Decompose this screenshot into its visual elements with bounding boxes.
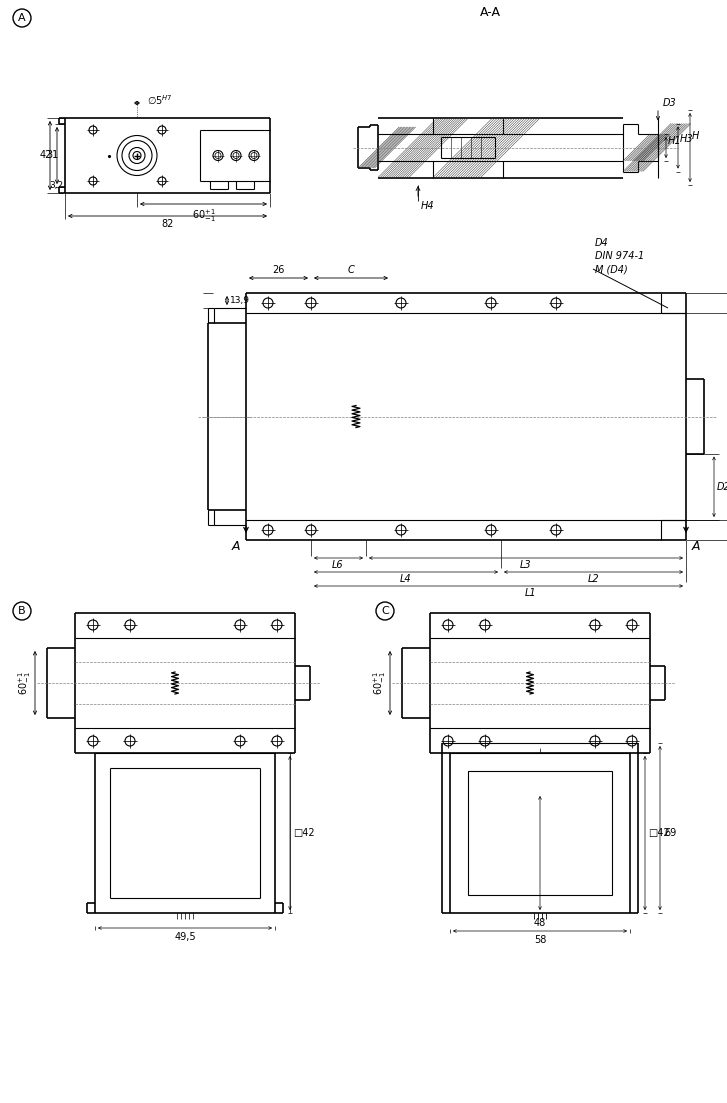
Text: 60$^{+1}_{-1}$: 60$^{+1}_{-1}$ xyxy=(192,207,215,224)
Text: L3: L3 xyxy=(521,560,532,570)
Text: D3: D3 xyxy=(663,98,677,108)
Text: 26: 26 xyxy=(273,265,285,275)
Text: H1: H1 xyxy=(668,137,682,147)
Text: D4: D4 xyxy=(595,238,608,248)
Text: A: A xyxy=(232,540,240,553)
Text: 48: 48 xyxy=(534,918,546,928)
Text: H: H xyxy=(692,131,699,141)
Text: 58: 58 xyxy=(534,935,546,945)
Text: C: C xyxy=(381,606,389,615)
Text: 31: 31 xyxy=(47,150,59,161)
Text: 60$^{+1}_{-1}$: 60$^{+1}_{-1}$ xyxy=(16,671,33,695)
Text: L4: L4 xyxy=(400,574,411,583)
Text: 69: 69 xyxy=(664,828,676,838)
Text: 60$^{+1}_{-1}$: 60$^{+1}_{-1}$ xyxy=(371,671,388,695)
Text: D2: D2 xyxy=(717,482,727,492)
Text: L2: L2 xyxy=(587,574,599,583)
Text: 42: 42 xyxy=(40,150,52,161)
Text: M (D4): M (D4) xyxy=(595,264,627,274)
Text: L6: L6 xyxy=(332,560,344,570)
Text: $\varnothing$5$^{H7}$: $\varnothing$5$^{H7}$ xyxy=(147,93,173,107)
Text: H3: H3 xyxy=(680,133,694,143)
Text: □42: □42 xyxy=(648,828,670,838)
Text: B: B xyxy=(18,606,26,615)
Text: 82: 82 xyxy=(161,219,174,229)
Text: 3,2: 3,2 xyxy=(49,181,63,190)
Text: A-A: A-A xyxy=(480,6,500,19)
Text: C: C xyxy=(348,265,354,275)
Text: 49,5: 49,5 xyxy=(174,932,196,942)
Bar xyxy=(468,771,612,895)
Text: A: A xyxy=(692,540,700,553)
Text: H4: H4 xyxy=(421,201,435,211)
Text: 13,9: 13,9 xyxy=(230,296,250,306)
Text: A: A xyxy=(18,13,26,23)
Text: □42: □42 xyxy=(293,828,315,838)
Text: L1: L1 xyxy=(525,588,537,598)
Text: DIN 974-1: DIN 974-1 xyxy=(595,251,644,261)
